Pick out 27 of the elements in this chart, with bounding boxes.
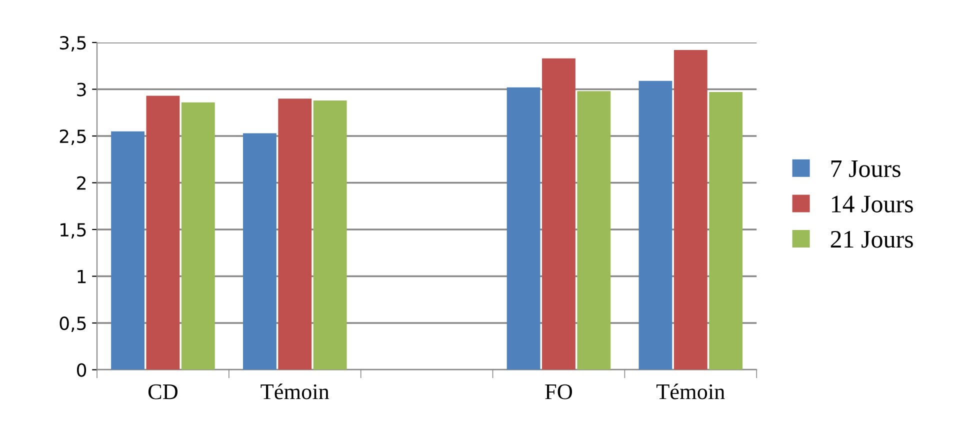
bar [278,98,312,370]
bar [709,92,743,370]
bar [181,102,215,370]
x-tick-label: FO [545,384,572,400]
y-tick-label: 2,5 [60,129,86,145]
y-tick-label: 3,5 [60,36,86,52]
y-tick-label: 3 [77,82,86,96]
y-tick-label: 1 [78,270,86,284]
bar [674,50,708,370]
y-tick-label: 0,5 [60,316,86,332]
bar [577,91,611,370]
x-tick-label: Témoin [656,384,725,400]
bar [506,87,540,370]
bar [542,58,576,370]
bar [242,133,276,370]
legend-label: 14 Jours [832,196,913,212]
y-tick-label: 2 [77,176,86,190]
x-tick-label: CD [148,384,178,400]
bar [111,131,144,370]
bar [638,80,672,370]
legend-label: 21 Jours [830,230,913,248]
y-tick-label: 0 [76,363,86,377]
bar [146,96,180,370]
y-tick-label: 1,5 [60,223,86,238]
legend-label: 7 Jours [831,160,900,178]
x-tick-label: Témoin [260,384,330,400]
bar [313,100,347,370]
